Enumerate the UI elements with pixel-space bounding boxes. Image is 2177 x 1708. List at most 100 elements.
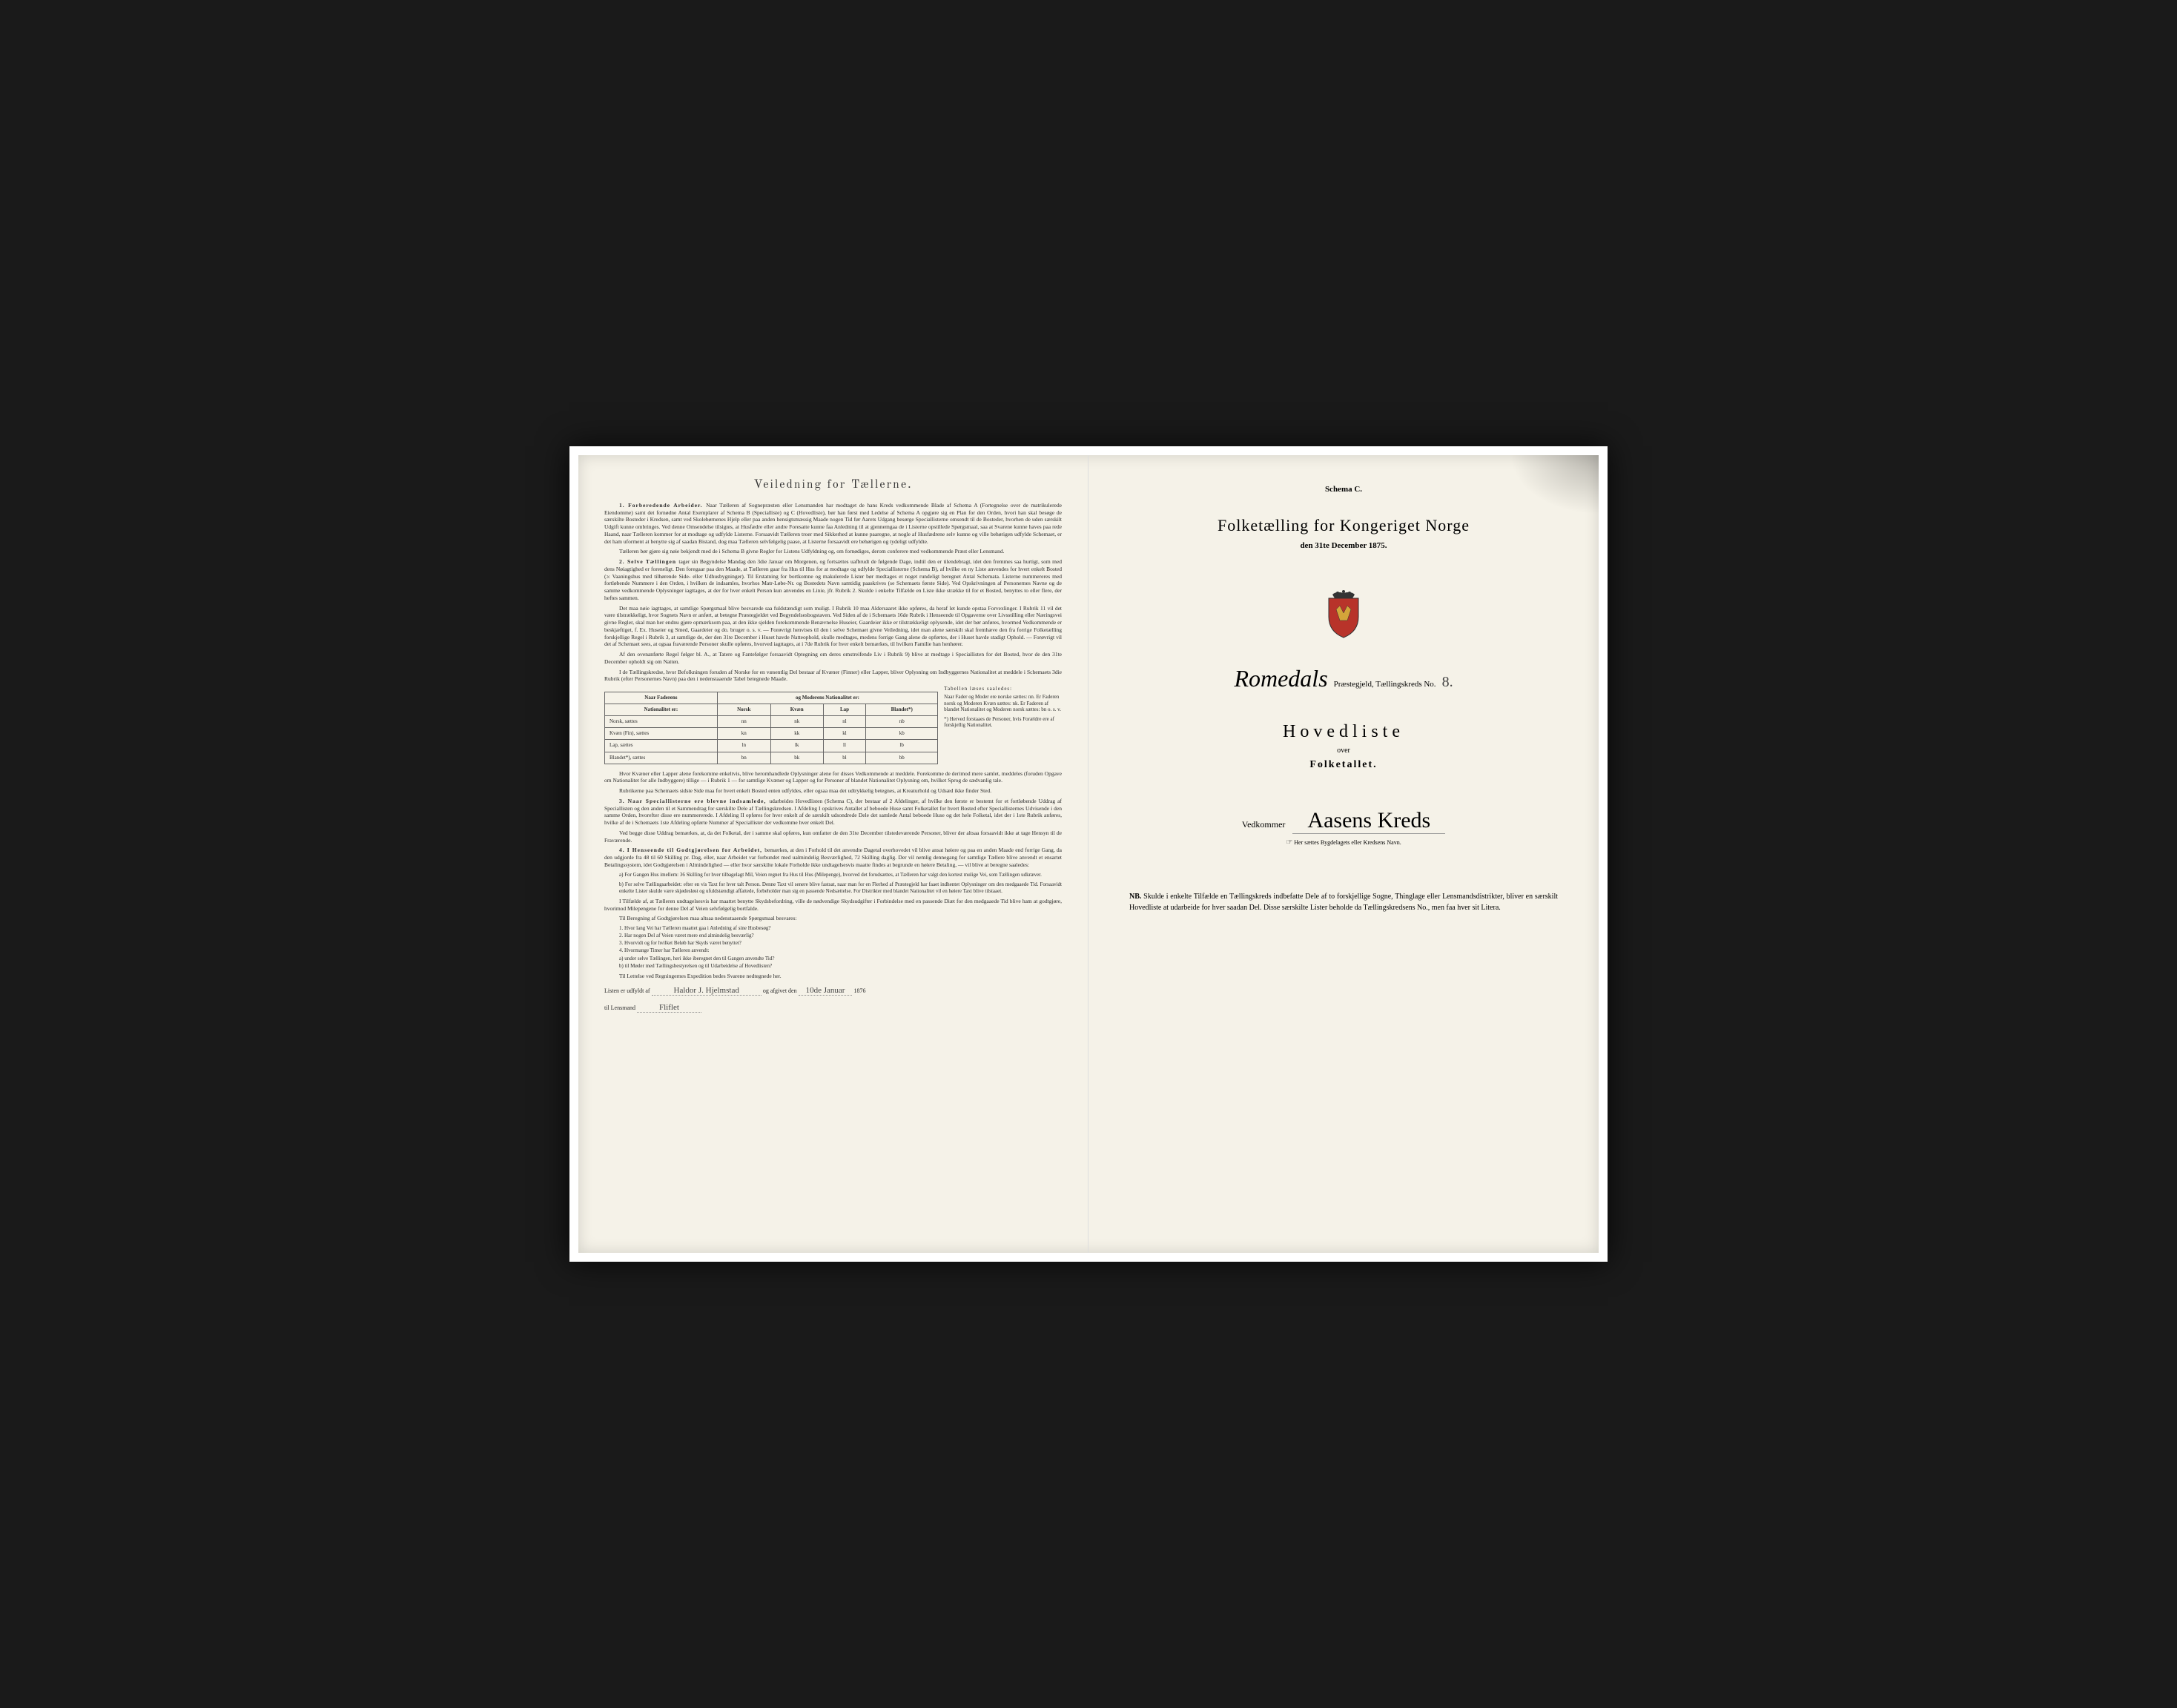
vedkommer-note-text: Her sættes Bygdelagets eller Kredsens Na… — [1294, 839, 1401, 846]
paragraph-lead: 4. I Henseende til Godtgjørelsen for Arb… — [619, 847, 764, 853]
question-item: 1. Hvor lang Vei har Tælleren maattet ga… — [619, 925, 1062, 932]
table-cell: ln — [717, 740, 770, 752]
main-subtitle: den 31te December 1875. — [1114, 541, 1573, 550]
left-page: Veiledning for Tællerne. 1. Forberedende… — [578, 455, 1088, 1253]
table-row: Norsk, sættesnnnknlnb — [605, 716, 938, 728]
paragraph-text: Tælleren bør gjøre sig nøie bekjendt med… — [619, 548, 1004, 555]
table-cell: kl — [823, 728, 866, 740]
table-cell: nn — [717, 716, 770, 728]
paragraph-text: Rubrikerne paa Schemaets sidste Side maa… — [619, 787, 991, 794]
pointer-icon: ☞ — [1286, 838, 1292, 847]
paragraph: 1. Forberedende Arbeider. Naar Tælleren … — [604, 502, 1062, 546]
footer-text: Til Lettelse ved Regningernes Expedition… — [604, 973, 1062, 980]
sig-label-1a: Listen er udfyldt af — [604, 987, 650, 994]
row-label: Lap, sættes — [605, 740, 718, 752]
table-header: og Moderens Nationalitet er: — [717, 692, 937, 704]
table-side-note: Tabellen læses saaledes: Naar Fader og M… — [944, 686, 1062, 728]
paragraph-lead: 3. Naar Speciallisterne ere blevne indsa… — [619, 798, 769, 804]
district-suffix: Præstegjeld, Tællingskreds No. — [1334, 680, 1436, 689]
table-row: Blandet*), sættesbnbkblbb — [605, 752, 938, 764]
sig-date: 10de Januar — [799, 986, 853, 996]
district-name-script: Romedals — [1234, 665, 1327, 692]
note-footnote: *) Herved forstaaes de Personer, hvis Fo… — [944, 716, 1062, 729]
question-item: 3. Hvorvidt og for hvilket Beløb har Sky… — [619, 940, 1062, 947]
vedkommer-label: Vedkommer — [1242, 819, 1286, 830]
row-label: Kvæn (Fin), sættes — [605, 728, 718, 740]
paragraph: Af den ovenanførte Regel følger bl. A., … — [604, 651, 1062, 666]
nationality-table-wrap: Naar Faderens og Moderens Nationalitet e… — [604, 686, 1062, 770]
district-number: 8. — [1442, 674, 1453, 691]
table-cell: kk — [770, 728, 823, 740]
paragraph: I de Tællingskredse, hvor Befolkningen f… — [604, 669, 1062, 683]
table-cell: ll — [823, 740, 866, 752]
table-col: Kvæn — [770, 704, 823, 716]
table-cell: bn — [717, 752, 770, 764]
table-cell: bl — [823, 752, 866, 764]
table-col: Norsk — [717, 704, 770, 716]
table-col: Blandet*) — [866, 704, 938, 716]
sublist-item: b) For selve Tællingsarbeidet: efter en … — [619, 881, 1062, 895]
questions-list: 1. Hvor lang Vei har Tælleren maattet ga… — [619, 925, 1062, 970]
sig-label-2a: til Lensmand — [604, 1004, 635, 1011]
paragraph-text: Af den ovenanførte Regel følger bl. A., … — [604, 651, 1062, 665]
question-item: 4. Hvormange Timer har Tælleren anvendt: — [619, 947, 1062, 954]
paragraph: I Tilfælde af, at Tælleren undtagelsesvi… — [604, 898, 1062, 913]
table-col: Lap — [823, 704, 866, 716]
table-cell: nb — [866, 716, 938, 728]
row-label: Blandet*), sættes — [605, 752, 718, 764]
hovedliste-heading: Hovedliste — [1114, 722, 1573, 742]
paragraph: Rubrikerne paa Schemaets sidste Side maa… — [604, 787, 1062, 795]
paragraph-lead: 1. Forberedende Arbeider. — [619, 502, 706, 509]
sig-lensmand: Fliflet — [637, 1003, 701, 1013]
district-line: Romedals Præstegjeld, Tællingskreds No. … — [1114, 665, 1573, 692]
paragraph: Ved begge disse Uddrag bemærkes, at, da … — [604, 830, 1062, 844]
paragraph: Tælleren bør gjøre sig nøie bekjendt med… — [604, 548, 1062, 555]
vedkommer-value: Aasens Kreds — [1292, 808, 1445, 834]
paragraph: Til Beregning af Godtgjørelsen maa altsa… — [604, 915, 1062, 922]
table-cell: bk — [770, 752, 823, 764]
paragraph-text: I de Tællingskredse, hvor Befolkningen f… — [604, 669, 1062, 683]
paragraph: Hvor Kvæner eller Lapper alene forekomme… — [604, 770, 1062, 785]
table-cell: bb — [866, 752, 938, 764]
document-spread: Veiledning for Tællerne. 1. Forberedende… — [578, 455, 1599, 1253]
paragraph-text: Ved begge disse Uddrag bemærkes, at, da … — [604, 830, 1062, 844]
question-item: a) under selve Tællingen, heri ikke iber… — [619, 956, 1062, 962]
sublist-item: a) For Gangen Hus imellem: 36 Skilling f… — [619, 872, 1062, 878]
nb-block: NB. Skulde i enkelte Tilfælde en Tælling… — [1114, 891, 1573, 913]
payment-sublist: a) For Gangen Hus imellem: 36 Skilling f… — [619, 872, 1062, 895]
sig-label-1b: og afgivet den — [763, 987, 797, 994]
paragraph-text: Det maa nøie iagttages, at samtlige Spør… — [604, 605, 1062, 648]
paragraph-lead: 2. Selve Tællingen — [619, 558, 678, 565]
vedkommer-note: ☞ Her sættes Bygdelagets eller Kredsens … — [1114, 838, 1573, 847]
over-label: over — [1114, 747, 1573, 755]
nationality-table: Naar Faderens og Moderens Nationalitet e… — [604, 692, 938, 764]
folketallet-label: Folketallet. — [1114, 759, 1573, 771]
table-cell: nk — [770, 716, 823, 728]
table-cell: kn — [717, 728, 770, 740]
row-label: Norsk, sættes — [605, 716, 718, 728]
table-cell: lk — [770, 740, 823, 752]
signature-line-2: til Lensmand Fliflet — [604, 1002, 1062, 1013]
nb-text: Skulde i enkelte Tilfælde en Tællingskre… — [1129, 893, 1558, 912]
sig-year: 1876 — [853, 987, 865, 994]
note-title: Tabellen læses saaledes: — [944, 686, 1062, 692]
paragraph-text: Hvor Kvæner eller Lapper alene forekomme… — [604, 770, 1062, 784]
paragraph: Det maa nøie iagttages, at samtlige Spør… — [604, 605, 1062, 649]
table-row: Lap, sætteslnlklllb — [605, 740, 938, 752]
left-page-title: Veiledning for Tællerne. — [604, 477, 1062, 493]
paragraph: 2. Selve Tællingen tager sin Begyndelse … — [604, 558, 1062, 602]
table-row: Kvæn (Fin), sættesknkkklkb — [605, 728, 938, 740]
question-item: b) til Møder med Tællingsbestyrelsen og … — [619, 963, 1062, 970]
schema-label: Schema C. — [1114, 485, 1573, 494]
document-frame: Veiledning for Tællerne. 1. Forberedende… — [569, 446, 1608, 1262]
note-body: Naar Fader og Moder ere norske sættes: n… — [944, 694, 1062, 712]
nb-label: NB. — [1129, 893, 1141, 901]
table-cell: kb — [866, 728, 938, 740]
table-header: Nationalitet er: — [605, 704, 718, 716]
sig-name: Haldor J. Hjelmstad — [652, 986, 762, 996]
table-header: Naar Faderens — [605, 692, 718, 704]
coat-of-arms-icon — [1321, 587, 1366, 639]
vedkommer-line: Vedkommer Aasens Kreds — [1114, 808, 1573, 834]
paragraph: 4. I Henseende til Godtgjørelsen for Arb… — [604, 847, 1062, 868]
question-item: 2. Har nogen Del af Veien været mere end… — [619, 933, 1062, 939]
